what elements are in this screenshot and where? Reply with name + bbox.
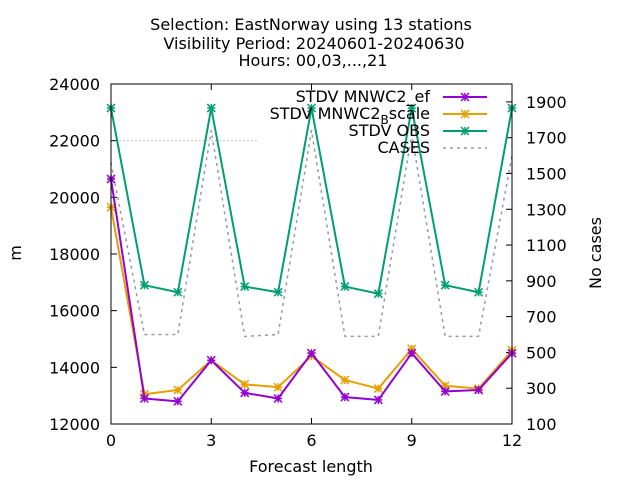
chart-title-line-1: Selection: EastNorway using 13 stations — [150, 15, 472, 34]
x-tick-label: 3 — [206, 431, 216, 450]
x-axis-label: Forecast length — [249, 457, 373, 476]
chart-title-line-3: Hours: 00,03,...,21 — [239, 51, 388, 70]
x-tick-label: 0 — [106, 431, 116, 450]
data-point — [306, 103, 317, 113]
y-tick-label: 14000 — [49, 358, 100, 377]
x-tick-label: 6 — [306, 431, 316, 450]
data-point — [407, 103, 417, 113]
plot-frame — [110, 83, 513, 425]
y2-tick-label: 900 — [526, 272, 557, 291]
data-point — [373, 395, 383, 405]
y2-tick-label: 1300 — [526, 200, 567, 219]
data-point — [340, 375, 350, 385]
data-point — [240, 379, 250, 389]
y-tick-label: 20000 — [49, 188, 100, 207]
data-point — [474, 287, 484, 297]
data-point — [139, 393, 149, 404]
data-point — [206, 355, 216, 365]
y-tick-label: 22000 — [49, 132, 100, 151]
data-point — [173, 396, 183, 406]
y2-tick-label: 700 — [526, 308, 557, 327]
legend-label: STDV MNWC2_ef — [296, 87, 431, 107]
series-line-1 — [110, 207, 513, 396]
data-point — [139, 280, 149, 290]
legend-marker — [460, 92, 470, 102]
data-point — [373, 384, 383, 394]
y-tick-label: 24000 — [49, 75, 100, 94]
y2-tick-label: 1500 — [526, 164, 567, 183]
legend-marker — [460, 126, 470, 136]
data-point — [340, 282, 350, 292]
y2-tick-label: 1100 — [526, 236, 567, 255]
y2-tick-label: 1700 — [526, 129, 567, 148]
data-point — [306, 348, 317, 358]
legend-label: STDV OBS — [349, 121, 430, 140]
y2-tick-label: 300 — [526, 379, 557, 398]
data-point — [474, 385, 484, 395]
data-point — [173, 385, 183, 395]
data-point — [407, 348, 417, 358]
data-point — [440, 280, 450, 290]
x-tick-label: 9 — [407, 431, 417, 450]
data-point — [240, 282, 250, 292]
data-point — [373, 289, 383, 299]
y-axis-label: m — [6, 245, 25, 261]
data-point — [273, 382, 283, 392]
legend-marker — [460, 109, 470, 119]
y2-tick-label: 100 — [526, 415, 557, 434]
data-point — [440, 386, 450, 396]
series-line-3 — [110, 129, 513, 338]
data-point — [173, 287, 183, 297]
y-tick-label: 16000 — [49, 302, 100, 321]
y-tick-label: 18000 — [49, 245, 100, 264]
legend-label: STDV MNWC2Bscale — [270, 104, 430, 127]
y2-tick-label: 500 — [526, 343, 557, 362]
y2-tick-label: 1900 — [526, 93, 567, 112]
data-point — [340, 392, 350, 402]
chart-title-line-2: Visibility Period: 20240601-20240630 — [163, 34, 464, 53]
data-point — [273, 393, 283, 404]
x-tick-label: 12 — [502, 431, 522, 450]
y2-axis-label: No cases — [586, 217, 605, 289]
series-line-2 — [110, 107, 513, 295]
series-group — [106, 103, 517, 406]
y-tick-label: 12000 — [49, 415, 100, 434]
data-point — [206, 103, 216, 113]
legend-label: CASES — [377, 138, 430, 157]
data-point — [240, 388, 250, 398]
axis-ticks: 0 3 6 9 12 12000 14000 16000 18000 20000 22000 2400… — [49, 75, 567, 450]
data-point — [273, 287, 283, 297]
